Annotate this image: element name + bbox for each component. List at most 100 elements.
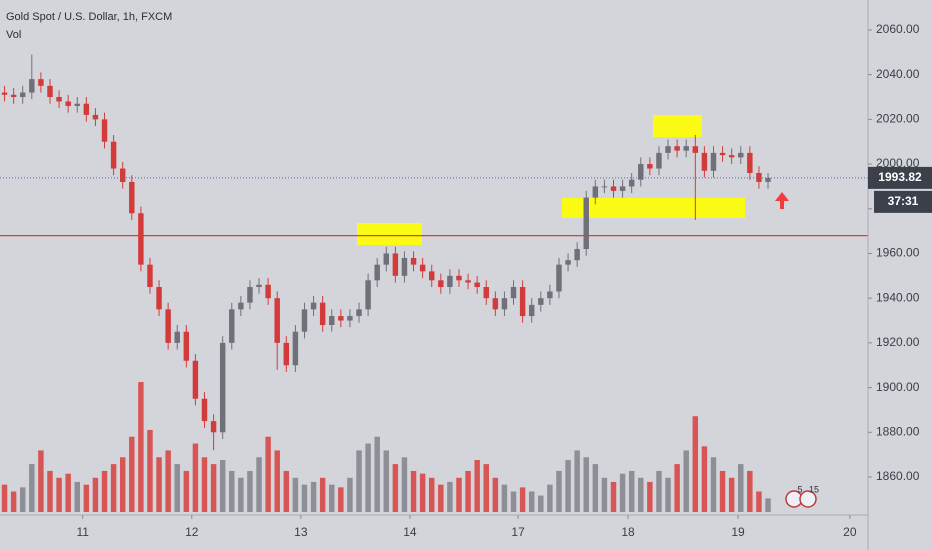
candle-body	[138, 213, 144, 265]
candle-body	[465, 280, 471, 283]
volume-bar	[247, 470, 253, 512]
candle-body	[347, 316, 353, 321]
y-tick-label: 1940.00	[876, 290, 920, 304]
candle-body	[210, 421, 217, 433]
volume-bar	[547, 484, 553, 512]
y-tick-label: 2000.00	[876, 156, 920, 170]
volume-bar	[665, 477, 671, 512]
volume-bar	[10, 491, 17, 512]
candle-body	[556, 264, 562, 292]
volume-bar	[238, 477, 244, 512]
volume-bar	[692, 416, 699, 512]
axes: 1860.00 1880.00 1900.00 1920.00 1940.00 1960.…	[76, 22, 919, 539]
candle-body	[356, 309, 362, 317]
candle-body	[738, 152, 744, 158]
volume-bar	[429, 477, 435, 512]
price-layer	[0, 54, 868, 451]
candle-body	[19, 92, 26, 98]
badge-count: 15	[809, 484, 819, 494]
volume-bar	[301, 484, 308, 512]
candle-body	[710, 152, 717, 171]
candle-body	[156, 287, 162, 310]
x-tick-label: 12	[185, 525, 199, 539]
volume-bar	[592, 464, 599, 512]
y-tick-label: 2040.00	[876, 67, 920, 81]
candle-body	[438, 280, 444, 288]
countdown-box	[874, 190, 932, 213]
y-tick-label: 1860.00	[876, 469, 920, 483]
volume-bar	[374, 436, 380, 512]
y-tick-label: 2060.00	[876, 22, 920, 36]
candle-body	[65, 101, 71, 106]
volume-bar	[638, 477, 644, 512]
candle-body	[656, 152, 662, 169]
volume-bar	[583, 457, 589, 512]
candle-body	[583, 197, 589, 250]
volume-bar	[401, 457, 408, 512]
last-price-box	[868, 166, 932, 189]
volume-bar	[492, 477, 499, 512]
volume-bar	[92, 477, 99, 512]
volume-bar	[156, 457, 162, 512]
volume-bar	[274, 450, 280, 512]
candle-body	[547, 291, 553, 299]
candle-body	[601, 186, 608, 188]
volume-bar	[383, 450, 390, 512]
volume-bar	[101, 470, 108, 512]
candle-body	[110, 141, 117, 169]
candle-body	[1, 92, 8, 95]
volume-bar	[465, 470, 471, 512]
volume-bar	[674, 464, 680, 512]
volume-bar	[519, 487, 526, 512]
volume-bar	[192, 443, 199, 512]
volume-bar	[19, 487, 26, 512]
candle-body	[410, 257, 417, 265]
volume-bar	[456, 477, 462, 512]
volume-bar	[728, 477, 735, 512]
volume-bar	[447, 481, 453, 512]
candle-body	[310, 302, 317, 310]
candle-body	[101, 119, 108, 142]
x-tick-label: 18	[621, 525, 635, 539]
volume-bar	[29, 464, 35, 512]
candle-body	[674, 146, 680, 151]
candle-body	[510, 287, 517, 299]
volume-label: Vol	[6, 29, 21, 41]
candle-body	[10, 94, 17, 98]
candle-body	[92, 114, 99, 120]
candle-body	[538, 298, 544, 305]
volume-bar	[556, 470, 562, 512]
candle-body	[747, 152, 753, 174]
volume-bar	[756, 491, 762, 512]
volume-bar	[210, 464, 217, 512]
candle-body	[647, 164, 653, 169]
volume-bar	[229, 470, 235, 512]
candle-body	[247, 287, 253, 303]
candle-body	[565, 260, 571, 265]
candle-body	[129, 181, 135, 214]
highlight-box	[653, 115, 702, 137]
candle-body	[692, 146, 699, 153]
volume-bar	[701, 446, 708, 512]
volume-bar	[310, 481, 317, 512]
candle-body	[165, 309, 171, 343]
candle-body	[519, 287, 526, 317]
candle-body	[765, 177, 771, 182]
candle-body	[301, 309, 308, 332]
candle-body	[329, 316, 335, 326]
candle-body	[456, 275, 462, 281]
highlight-box	[562, 198, 745, 218]
volume-bar	[365, 443, 371, 512]
volume-bar	[292, 477, 299, 512]
volume-bar	[83, 484, 90, 512]
candle-body	[256, 284, 262, 288]
y-tick-label: 2020.00	[876, 112, 920, 126]
candle-body	[265, 284, 271, 299]
y-tick-label: 1880.00	[876, 424, 920, 438]
candle-body	[219, 342, 226, 433]
volume-bar	[528, 491, 535, 512]
candle-body	[119, 168, 126, 182]
volume-bar	[501, 484, 508, 512]
volume-bar	[1, 484, 8, 512]
candle-body	[492, 298, 499, 310]
